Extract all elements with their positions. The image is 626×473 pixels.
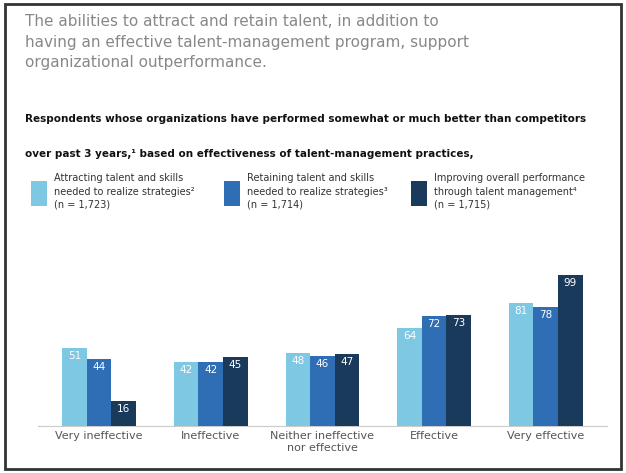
Bar: [422, 316, 446, 426]
Bar: [174, 362, 198, 426]
Text: Improving overall performance
through talent management⁴
(n = 1,715): Improving overall performance through ta…: [434, 174, 585, 210]
Text: Retaining talent and skills
needed to realize strategies³
(n = 1,714): Retaining talent and skills needed to re…: [247, 174, 387, 210]
Text: Respondents whose organizations have performed somewhat or much better than comp: Respondents whose organizations have per…: [25, 114, 586, 123]
Text: over past 3 years,¹ based on effectiveness of talent-management practices,: over past 3 years,¹ based on effectivene…: [25, 149, 474, 159]
Bar: [198, 362, 223, 426]
Text: 64: 64: [403, 332, 416, 342]
Text: 72: 72: [428, 319, 441, 329]
Text: 48: 48: [291, 356, 304, 366]
Bar: [285, 353, 310, 426]
Text: 99: 99: [564, 278, 577, 288]
Text: 45: 45: [228, 360, 242, 370]
Text: The abilities to attract and retain talent, in addition to
having an effective t: The abilities to attract and retain tale…: [25, 14, 469, 70]
Bar: [62, 348, 87, 426]
Text: 51: 51: [68, 351, 81, 361]
Text: 47: 47: [341, 357, 354, 367]
Text: 78: 78: [539, 310, 552, 320]
Bar: [509, 303, 533, 426]
Text: 44: 44: [93, 362, 106, 372]
Text: Attracting talent and skills
needed to realize strategies²
(n = 1,723): Attracting talent and skills needed to r…: [54, 174, 195, 210]
Text: 16: 16: [117, 404, 130, 414]
Text: 73: 73: [452, 318, 465, 328]
Bar: [310, 356, 335, 426]
FancyBboxPatch shape: [223, 182, 240, 206]
Text: 42: 42: [204, 365, 217, 375]
FancyBboxPatch shape: [411, 182, 427, 206]
Bar: [558, 275, 583, 426]
Text: 81: 81: [515, 306, 528, 315]
Bar: [335, 354, 359, 426]
Text: 46: 46: [316, 359, 329, 369]
FancyBboxPatch shape: [31, 182, 47, 206]
Bar: [223, 357, 247, 426]
Bar: [87, 359, 111, 426]
Bar: [398, 328, 422, 426]
Bar: [533, 307, 558, 426]
Text: 42: 42: [180, 365, 193, 375]
Bar: [446, 315, 471, 426]
Bar: [111, 402, 136, 426]
